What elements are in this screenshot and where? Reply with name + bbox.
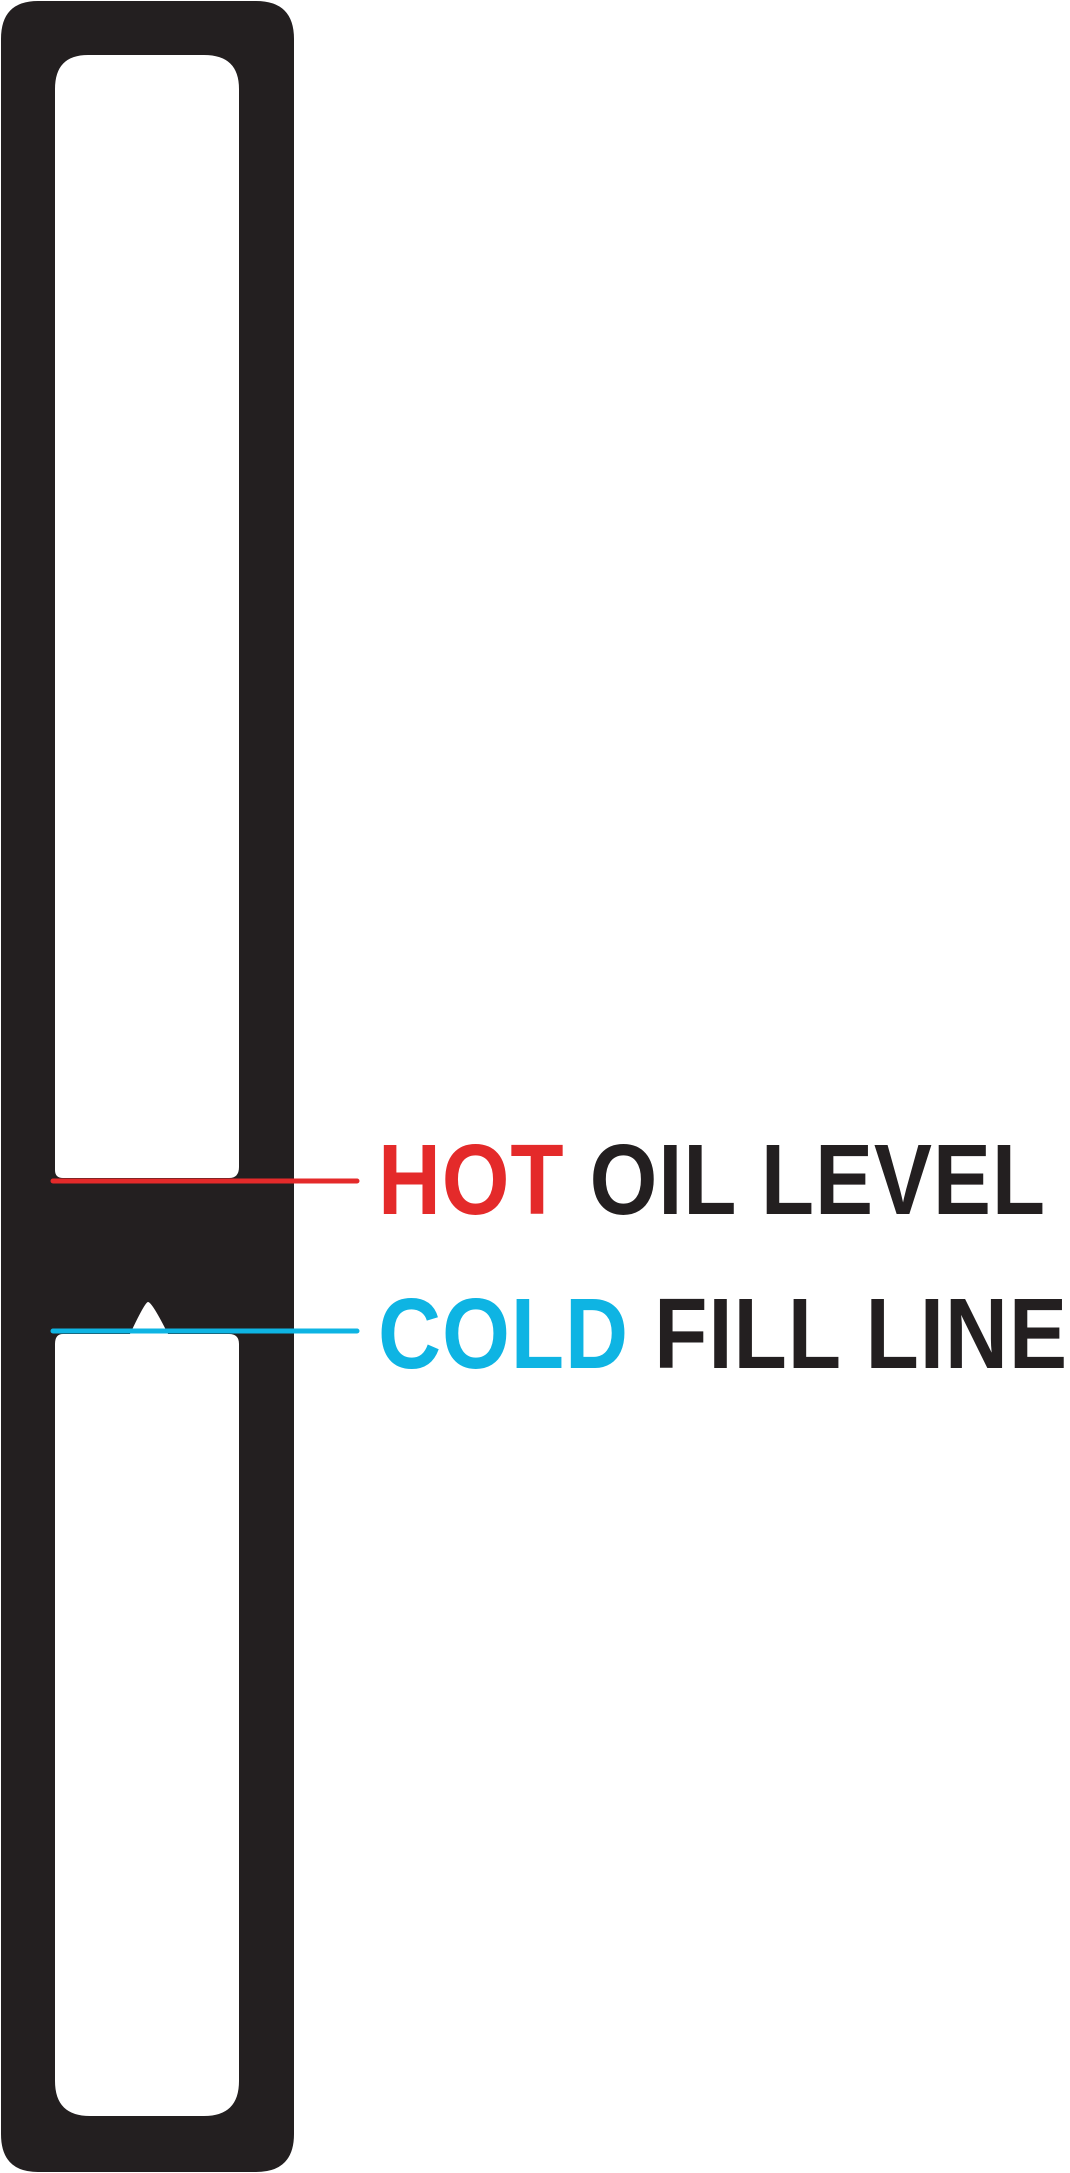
pointer-notch: [130, 1302, 168, 1334]
cold-label-suffix: FILL LINE: [629, 1278, 1068, 1390]
hot-label-suffix: OIL LEVEL: [565, 1124, 1046, 1236]
hot-oil-level-label: HOT OIL LEVEL: [378, 1124, 1046, 1236]
hot-label-prefix: HOT: [378, 1124, 565, 1236]
cold-fill-line-label: COLD FILL LINE: [378, 1278, 1068, 1390]
cold-label-prefix: COLD: [378, 1278, 629, 1390]
gauge-body: [1, 1, 294, 2172]
